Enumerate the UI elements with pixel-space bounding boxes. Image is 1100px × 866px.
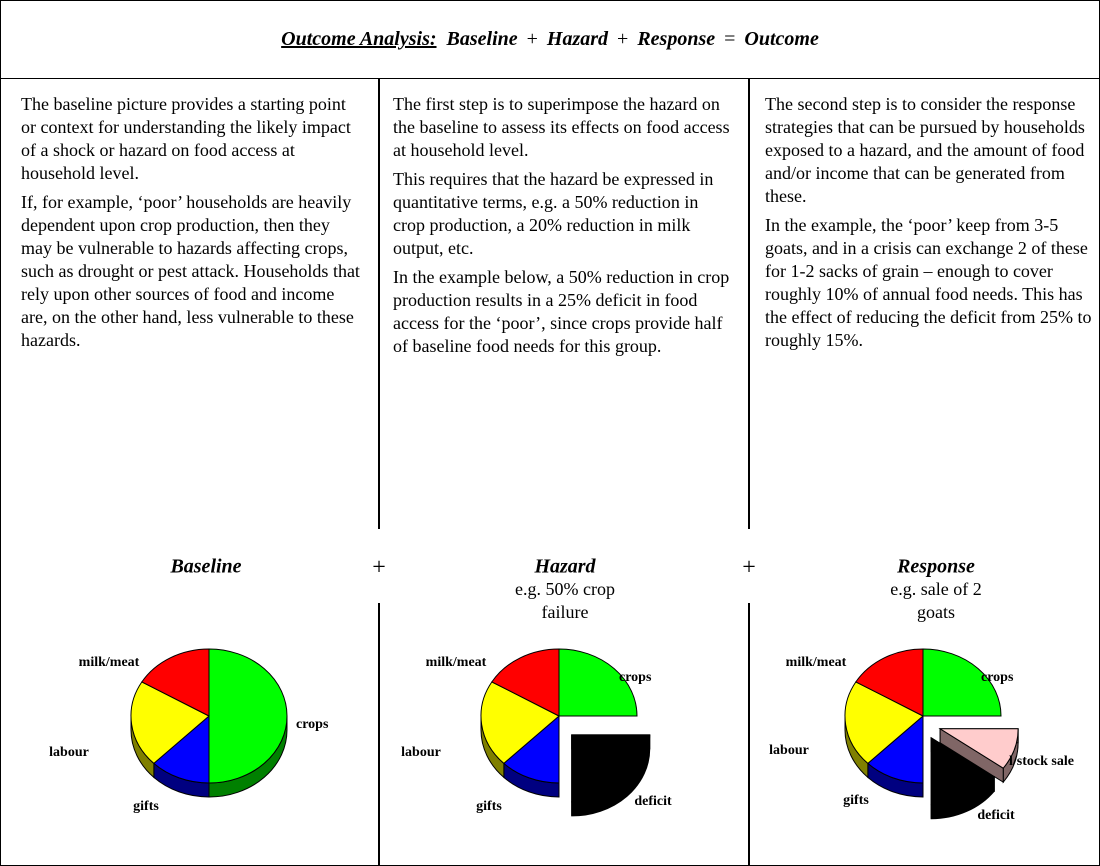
panel-subtitle: failure — [542, 602, 589, 622]
slice-label: l/stock sale — [1009, 754, 1074, 769]
pie-slice — [208, 648, 288, 784]
pie-slice — [141, 648, 210, 717]
slice-label: milk/meat — [786, 655, 847, 670]
divider — [378, 603, 380, 865]
title-op: + — [617, 28, 629, 50]
panel-subtitle: goats — [917, 602, 955, 622]
pie-slice — [558, 648, 638, 717]
title: Outcome Analysis: Baseline + Hazard + Re… — [1, 1, 1099, 79]
slice-label: labour — [401, 745, 441, 760]
slice-label: labour — [769, 743, 809, 758]
divider — [378, 79, 380, 529]
panel-subtitle: e.g. 50% crop — [515, 579, 615, 599]
panel-heading: Hazard — [533, 556, 596, 578]
title-term: Outcome — [744, 28, 819, 50]
title-lead: Outcome Analysis: — [281, 28, 437, 50]
paragraph: The first step is to superimpose the haz… — [393, 94, 730, 160]
title-op: = — [724, 28, 736, 50]
pie-slice — [571, 734, 651, 803]
slice-label: gifts — [843, 793, 869, 808]
pie-slice — [855, 648, 924, 717]
divider — [748, 79, 750, 529]
slice-label: crops — [619, 670, 652, 685]
pie-slice — [922, 648, 1002, 717]
slice-label: milk/meat — [426, 655, 487, 670]
pie-slice — [153, 714, 210, 784]
slice-label: deficit — [977, 808, 1015, 823]
pie-slice — [503, 714, 560, 784]
paragraph: The second step is to consider the respo… — [765, 94, 1085, 206]
title-op: + — [526, 28, 538, 50]
slice-label: crops — [296, 717, 329, 732]
text-column: The second step is to consider the respo… — [765, 93, 1099, 358]
pie-slice — [867, 714, 924, 784]
slice-label: labour — [49, 745, 89, 760]
paragraph: This requires that the hazard be express… — [393, 169, 714, 258]
panel-subtitle: e.g. sale of 2 — [890, 579, 981, 599]
pie-slice — [480, 681, 560, 765]
paragraph: If, for example, ‘poor’ households are h… — [21, 192, 360, 350]
slice-label: deficit — [634, 794, 672, 809]
operator: + — [372, 555, 386, 581]
paragraph: In the example below, a 50% reduction in… — [393, 267, 730, 356]
pie-slice — [491, 648, 560, 717]
divider — [748, 603, 750, 865]
title-term: Response — [637, 28, 716, 50]
pie-slice — [130, 681, 210, 765]
slice-label: milk/meat — [79, 655, 140, 670]
text-column: The baseline picture provides a starting… — [21, 93, 361, 358]
paragraph: The baseline picture provides a starting… — [21, 94, 351, 183]
paragraph: In the example, the ‘poor’ keep from 3-5… — [765, 215, 1092, 350]
title-term: Hazard — [546, 28, 609, 50]
slice-label: crops — [981, 670, 1014, 685]
slice-label: gifts — [476, 799, 502, 814]
slice-label: gifts — [133, 799, 159, 814]
operator: + — [742, 555, 756, 581]
pie-slice — [844, 681, 924, 765]
text-column: The first step is to superimpose the haz… — [393, 93, 733, 364]
title-term: Baseline — [446, 28, 518, 50]
panel-heading: Response — [896, 556, 975, 578]
panel-heading: Baseline — [169, 556, 241, 578]
pie-slice — [938, 728, 1019, 769]
pie-slice — [930, 736, 996, 806]
